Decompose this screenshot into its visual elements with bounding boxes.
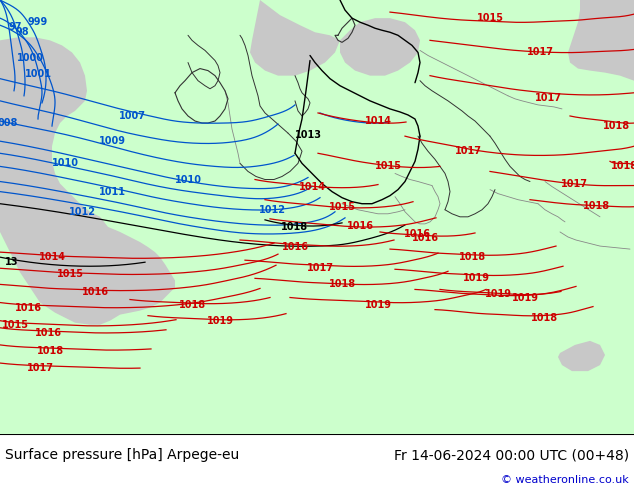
Text: 1012: 1012 [259, 205, 285, 215]
Text: 1019: 1019 [512, 293, 538, 302]
Text: 97: 97 [8, 22, 22, 32]
Text: 1018: 1018 [458, 252, 486, 262]
Text: 1016: 1016 [403, 229, 430, 239]
Text: 999: 999 [28, 17, 48, 27]
Text: 1015: 1015 [56, 270, 84, 279]
Text: Fr 14-06-2024 00:00 UTC (00+48): Fr 14-06-2024 00:00 UTC (00+48) [394, 448, 629, 462]
Polygon shape [558, 341, 605, 371]
Text: 1018: 1018 [281, 222, 309, 232]
Polygon shape [0, 0, 175, 325]
Text: 1016: 1016 [347, 221, 373, 231]
Text: 1019: 1019 [207, 316, 233, 326]
Polygon shape [250, 0, 340, 75]
Text: 1009: 1009 [98, 136, 126, 146]
Text: 1016: 1016 [34, 328, 61, 338]
Text: 1015: 1015 [1, 320, 29, 330]
Text: 1012: 1012 [68, 207, 96, 217]
Text: 1019: 1019 [484, 290, 512, 299]
Text: 1017: 1017 [306, 263, 333, 273]
Text: 1014: 1014 [39, 252, 65, 262]
Text: 1015: 1015 [328, 202, 356, 212]
Text: 1017: 1017 [534, 93, 562, 103]
Text: 1015: 1015 [375, 161, 401, 172]
Text: 98: 98 [15, 27, 29, 37]
Text: 1010: 1010 [174, 174, 202, 185]
Text: 008: 008 [0, 118, 18, 128]
Text: 1017: 1017 [27, 363, 53, 373]
Text: 1014: 1014 [365, 116, 392, 126]
Text: 1017: 1017 [455, 147, 481, 156]
Polygon shape [568, 0, 634, 81]
Text: 1010: 1010 [51, 158, 79, 169]
Text: 1017: 1017 [526, 48, 553, 57]
Text: 13: 13 [5, 257, 19, 267]
Text: 1018: 1018 [583, 201, 609, 211]
Text: 1001: 1001 [25, 69, 51, 78]
Text: 1013: 1013 [295, 130, 321, 140]
Text: 1016: 1016 [411, 233, 439, 243]
Text: 1018: 1018 [611, 161, 634, 172]
Text: 1018: 1018 [328, 279, 356, 290]
Text: 1014: 1014 [299, 182, 325, 192]
Text: 1016: 1016 [15, 303, 41, 313]
Text: 1019: 1019 [462, 273, 489, 283]
Text: 1018: 1018 [531, 313, 559, 323]
Text: 1018: 1018 [602, 121, 630, 131]
Text: 1018: 1018 [178, 299, 205, 310]
Text: 1015: 1015 [477, 13, 503, 23]
Text: © weatheronline.co.uk: © weatheronline.co.uk [501, 475, 629, 486]
Text: Surface pressure [hPa] Arpege-eu: Surface pressure [hPa] Arpege-eu [5, 448, 239, 462]
Text: 1016: 1016 [82, 288, 108, 297]
Text: 1000: 1000 [16, 53, 44, 64]
Text: 1019: 1019 [365, 299, 392, 310]
Text: 1011: 1011 [98, 187, 126, 196]
Text: 1016: 1016 [281, 242, 309, 252]
Polygon shape [340, 18, 420, 75]
Text: 1007: 1007 [119, 111, 145, 121]
Text: 1017: 1017 [560, 178, 588, 189]
Text: 1018: 1018 [36, 346, 63, 356]
